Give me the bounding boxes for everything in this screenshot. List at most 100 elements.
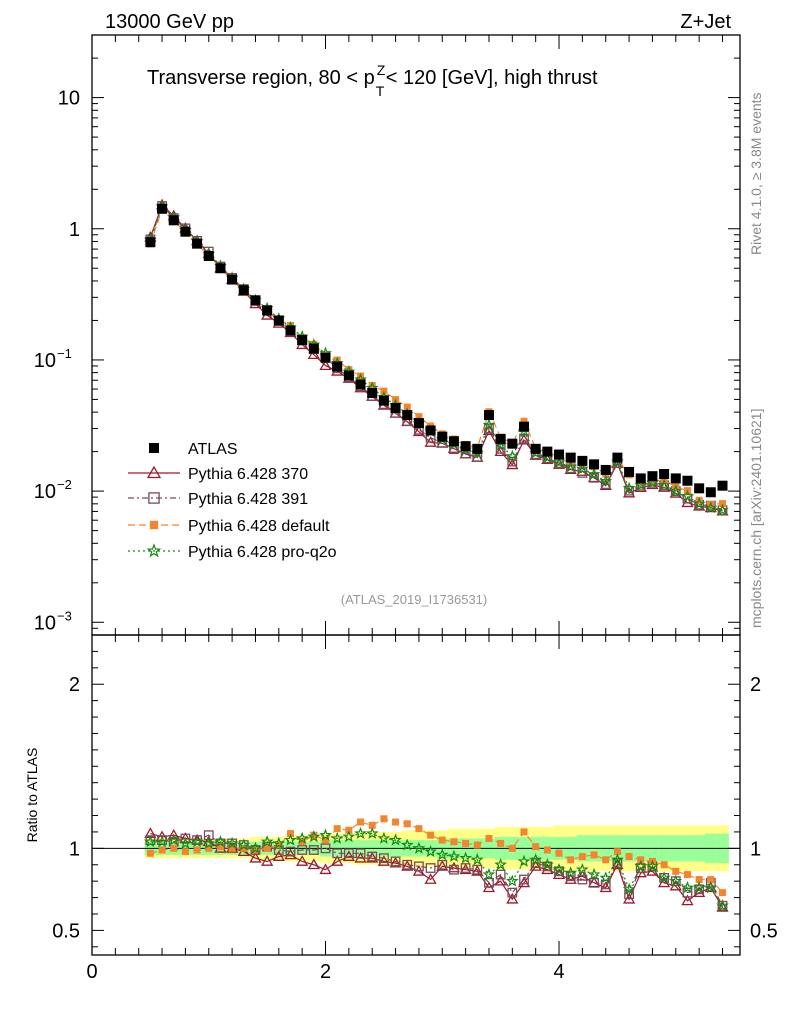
ratio-plot-frame [91,634,741,956]
ratio-marker-pq2o [692,881,706,894]
ratio-marker-pq2o [622,882,636,895]
ratio-marker-pq2o [599,871,613,884]
main-marker-pq2o [657,478,671,491]
ratio-marker-pdef [508,844,516,852]
ratio-marker-pq2o [564,866,578,879]
ratio-marker-p391 [180,833,191,844]
ratio-marker-p370 [284,848,297,860]
atlas-data-point [624,466,635,477]
ratio-marker-pdef [473,841,481,849]
main-marker-pdef [368,382,376,390]
ratio-marker-pq2o [412,841,426,854]
main-y-tick-label: 10 [34,612,56,634]
main-marker-p391 [507,456,518,467]
ratio-marker-pdef [333,825,341,833]
ratio-marker-p370 [494,874,507,886]
ratio-marker-pdef [718,889,726,897]
x-tick-label: 0 [86,961,97,983]
ratio-marker-pdef [532,843,540,851]
ratio-marker-pdef [403,820,411,828]
atlas-data-point [215,263,226,274]
main-marker-pdef [403,403,411,411]
ratio-marker-pq2o [669,874,683,887]
atlas-data-point [285,325,296,336]
main-y-tick-label: 10 [58,88,80,110]
atlas-data-point [659,469,670,480]
atlas-data-point [694,483,705,494]
ratio-marker-pdef [158,846,166,854]
ratio-marker-pdef [240,844,248,852]
ratio-marker-p370 [401,860,414,871]
ratio-marker-p370 [599,881,612,893]
ratio-marker-p370 [447,861,461,873]
ratio-marker-pdef [322,836,330,844]
atlas-data-point [320,352,331,363]
main-marker-pq2o [681,489,694,502]
ratio-marker-pdef [368,821,376,829]
ratio-marker-p391 [378,853,389,864]
ratio-marker-pq2o [214,835,227,848]
ratio-marker-pq2o [342,830,356,843]
main-marker-p391 [484,423,494,434]
ratio-marker-p370 [564,873,577,884]
ratio-marker-pq2o [249,841,262,854]
ratio-marker-pdef [637,856,645,864]
ratio-marker-pdef [543,846,551,854]
ratio-marker-pdef [590,851,598,859]
legend: ATLAS Pythia 6.428 370 Pythia 6.428 391 Pyt… [128,441,337,561]
ratio-marker-pdef [298,838,306,846]
ratio-marker-pdef [602,856,610,864]
energy-label: 13000 GeV pp [105,11,234,33]
ratio-marker-pdef [497,839,505,847]
main-marker-pq2o [599,474,613,487]
legend-label-atlas: ATLAS [188,441,238,458]
ratio-marker-p391 [694,884,705,895]
atlas-data-point [542,446,553,457]
ratio-marker-pdef [683,871,691,879]
ratio-marker-pdef [216,843,224,851]
ratio-y-tick-label-left: 0.5 [52,920,80,942]
atlas-data-point [262,305,273,316]
ratio-y-tick-label-left: 1 [69,838,80,860]
atlas-data-point [589,459,600,470]
ratio-marker-pdef [462,839,470,847]
ratio-marker-p370 [261,855,274,866]
main-line-pq2o [149,205,723,511]
ratio-marker-pdef [205,844,213,852]
ratio-y-tick-label-right: 0.5 [750,920,778,942]
ratio-marker-pdef [263,844,271,852]
ratio-marker-p391 [554,866,564,877]
ratio-marker-p391 [355,848,366,859]
ratio-plot-series [143,815,729,912]
ratio-marker-pq2o [587,867,601,880]
ratio-marker-pq2o [529,853,542,866]
ratio-marker-pq2o [179,836,192,849]
ratio-marker-pq2o [155,835,169,848]
atlas-data-point [495,433,506,444]
main-marker-pq2o [646,476,659,489]
main-marker-pdef [333,356,341,364]
rivet-version-label: Rivet 4.1.0, ≥ 3.8M events [748,92,764,255]
ratio-marker-p370 [471,864,484,876]
legend-marker-pq2o [146,543,162,558]
ratio-marker-p370 [307,858,320,870]
main-y-tick-exponent: −1 [57,346,72,361]
main-marker-p370 [681,496,694,508]
ratio-marker-pq2o [435,848,449,861]
atlas-data-point [238,285,249,296]
atlas-data-point [413,418,424,429]
main-marker-pq2o [505,449,519,462]
ratio-marker-p391 [297,845,308,855]
ratio-marker-pq2o [400,838,414,851]
atlas-data-point [647,471,658,482]
plot-title-suffix: < 120 [GeV], high thrust [386,67,598,89]
atlas-data-point [227,274,238,285]
atlas-data-point [425,425,436,436]
atlas-data-point [203,250,214,261]
atlas-data-point [705,487,716,498]
main-marker-p391 [600,479,611,489]
ratio-marker-pq2o [716,899,729,912]
ratio-marker-p391 [495,869,506,880]
ratio-marker-pq2o [459,851,473,864]
